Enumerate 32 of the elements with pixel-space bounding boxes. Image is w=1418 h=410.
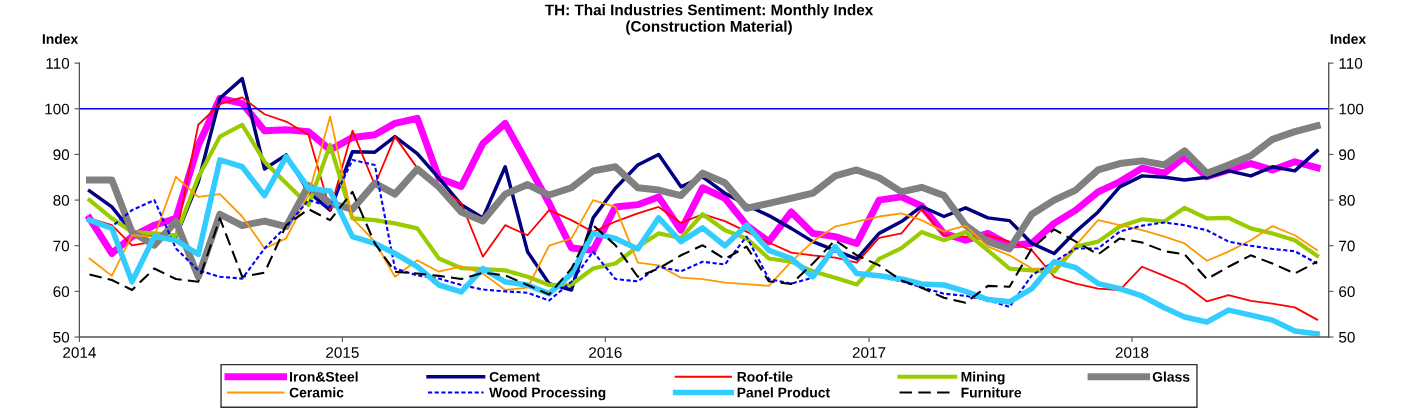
y-tick-label: 110 — [46, 58, 70, 69]
legend-label: Roof-tile — [737, 371, 793, 382]
y2-tick-label: 90 — [1339, 149, 1355, 161]
y2-tick-label: 50 — [1339, 331, 1355, 343]
x-tick-label: 2018 — [1115, 347, 1149, 358]
x-tick-label: 2015 — [326, 347, 359, 358]
legend-label: Mining — [961, 371, 1005, 385]
y-tick-label: 50 — [53, 331, 70, 343]
y-axis-title: Index — [42, 33, 79, 44]
y2-axis-title: Index — [1330, 33, 1367, 44]
x-tick-label: 2017 — [852, 347, 886, 358]
x-tick-label: 2014 — [63, 347, 96, 358]
legend-label: Furniture — [961, 387, 1022, 398]
line-series — [88, 190, 1319, 304]
legend-label: Ceramic — [289, 387, 344, 398]
x-tick-label: 2016 — [589, 347, 622, 358]
y-tick-label: 70 — [53, 240, 70, 252]
y-tick-label: 80 — [53, 194, 70, 206]
legend-label: Glass — [1152, 371, 1190, 382]
y2-tick-label: 70 — [1339, 240, 1355, 252]
y2-tick-label: 80 — [1339, 194, 1355, 206]
chart-title: TH: Thai Industries Sentiment: Monthly Index (Construction Material) — [544, 4, 874, 35]
y2-tick-label: 60 — [1339, 286, 1355, 298]
legend-label: Cement — [489, 371, 540, 382]
legend-label: Panel Product — [737, 387, 830, 398]
legend-label: Iron&Steel — [290, 371, 358, 382]
y2-tick-label: 100 — [1339, 103, 1364, 115]
y2-tick-label: 110 — [1339, 58, 1363, 69]
y-tick-label: 90 — [53, 149, 70, 161]
y-tick-label: 100 — [45, 103, 70, 115]
y-tick-label: 60 — [53, 286, 70, 298]
legend-label: Wood Processing — [489, 387, 606, 401]
